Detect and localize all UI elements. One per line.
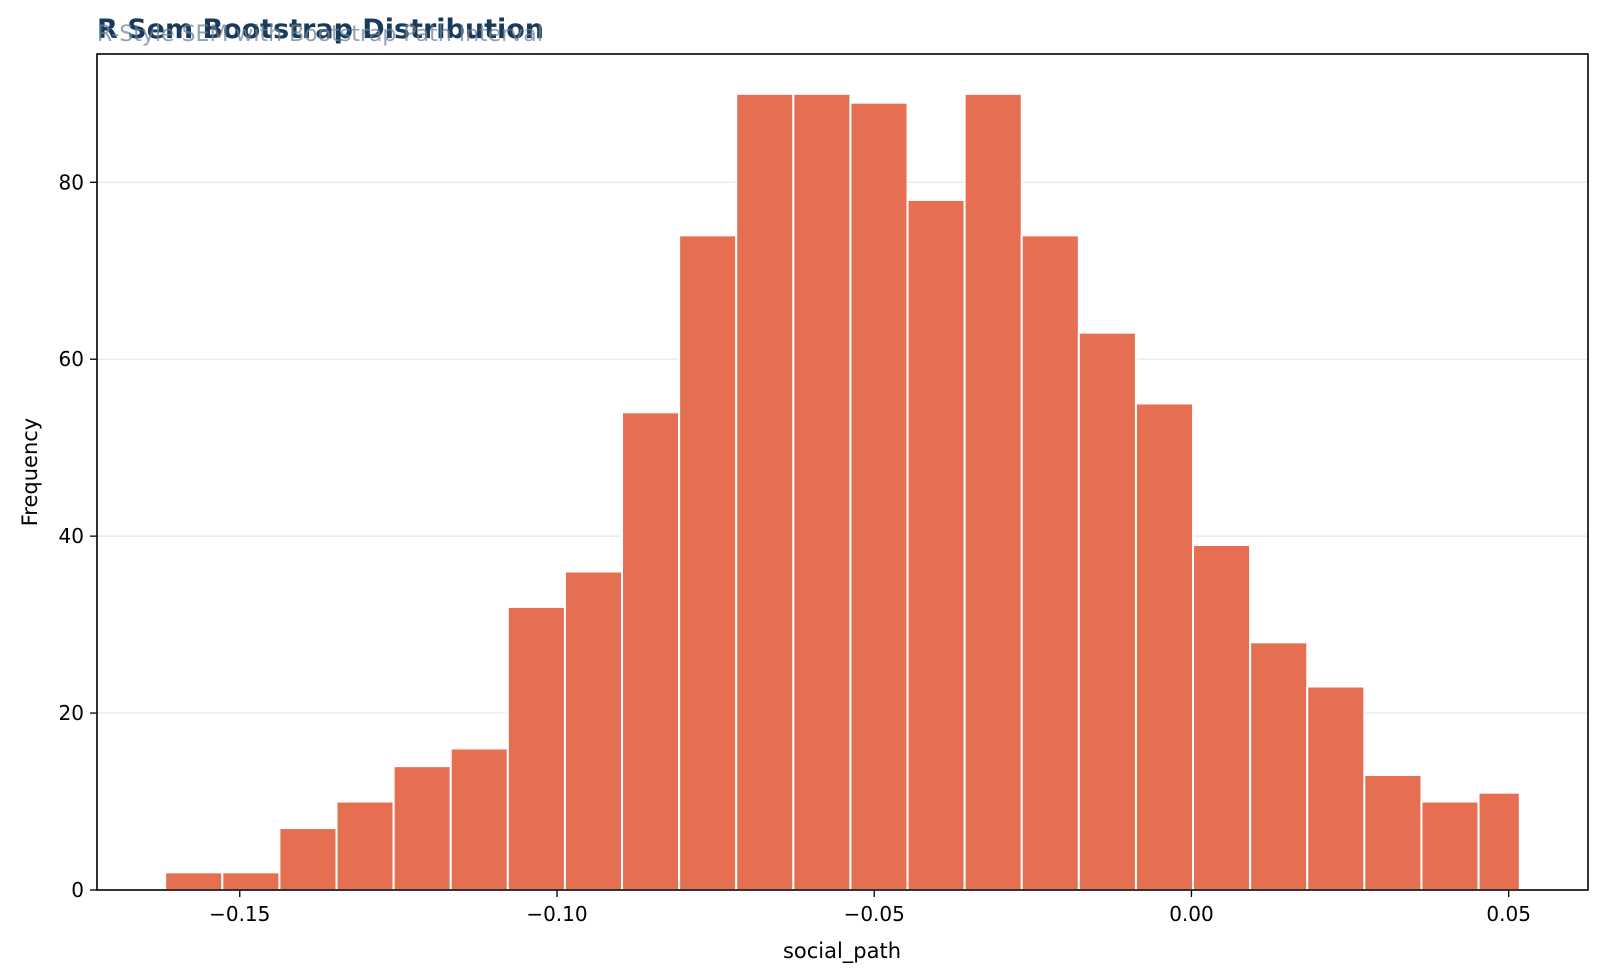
histogram-bar bbox=[449, 747, 509, 891]
histogram-bar bbox=[1306, 685, 1366, 892]
y-axis-label: Frequency bbox=[18, 418, 42, 527]
histogram-bar bbox=[735, 92, 795, 892]
histogram-bar bbox=[849, 101, 909, 892]
y-tick-label: 80 bbox=[59, 170, 84, 194]
histogram-bar bbox=[621, 411, 681, 891]
x-tick-label: −0.10 bbox=[526, 902, 587, 926]
histogram-bar bbox=[221, 871, 281, 892]
chart-subtitle: R-Style SEM with Bootstrap Path Interval bbox=[97, 22, 543, 47]
x-tick-label: 0.00 bbox=[1169, 902, 1214, 926]
y-axis-ticks: 0 20 40 60 80 bbox=[59, 170, 97, 902]
histogram-bar bbox=[1477, 791, 1521, 891]
histogram-bar bbox=[1077, 331, 1137, 891]
x-tick-label: −0.15 bbox=[209, 902, 270, 926]
histogram-bar bbox=[1249, 641, 1309, 892]
histogram-bar bbox=[1420, 800, 1480, 891]
chart-title: R Sem Bootstrap Distribution bbox=[97, 14, 544, 45]
histogram-bar bbox=[164, 871, 224, 892]
histogram-bar bbox=[506, 605, 566, 891]
histogram-bar bbox=[678, 234, 738, 891]
histogram-bar bbox=[906, 198, 966, 891]
histogram-bar bbox=[392, 765, 452, 891]
histogram-bar bbox=[335, 800, 395, 891]
x-tick-label: 0.05 bbox=[1486, 902, 1531, 926]
histogram-bar bbox=[1363, 773, 1423, 891]
histogram-bar bbox=[563, 570, 624, 891]
histogram-bar bbox=[278, 827, 338, 892]
y-tick-label: 20 bbox=[59, 701, 84, 725]
histogram-bar bbox=[1134, 402, 1195, 891]
y-tick-label: 40 bbox=[59, 524, 84, 548]
x-axis-label: social_path bbox=[783, 939, 901, 964]
x-tick-label: −0.05 bbox=[844, 902, 905, 926]
y-tick-label: 0 bbox=[71, 878, 84, 902]
plot-frame bbox=[96, 53, 1589, 891]
histogram-bar bbox=[1020, 234, 1080, 891]
x-axis-ticks: −0.15 −0.10 −0.05 0.00 0.05 bbox=[209, 890, 1531, 926]
y-tick-label: 60 bbox=[59, 347, 84, 371]
histogram-bar bbox=[792, 92, 852, 892]
histogram-bar bbox=[1192, 543, 1252, 891]
histogram-bar bbox=[963, 92, 1023, 892]
histogram-bars bbox=[164, 92, 1521, 892]
